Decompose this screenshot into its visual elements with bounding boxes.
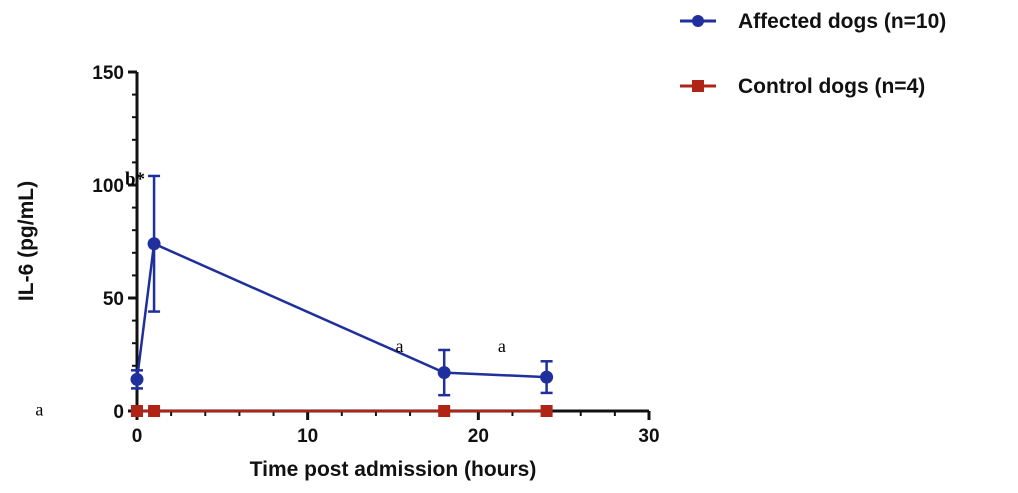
legend-item-control: Control dogs (n=4) bbox=[680, 75, 925, 98]
data-point-square bbox=[148, 405, 161, 417]
significance-annotation: a bbox=[35, 400, 43, 420]
plot-area: 0 50 100 150 0 10 20 30 b* a a a bbox=[35, 63, 659, 447]
x-axis-ticks: 0 10 20 30 bbox=[132, 411, 660, 447]
y-tick-label: 150 bbox=[92, 63, 124, 84]
legend-label-affected: Affected dogs (n=10) bbox=[738, 10, 946, 33]
annotation-layer: b* a a a bbox=[35, 169, 506, 420]
data-point-square bbox=[131, 405, 143, 417]
y-tick-label: 50 bbox=[103, 289, 124, 310]
data-point-square bbox=[540, 405, 553, 417]
legend: Affected dogs (n=10) Control dogs (n=4) bbox=[680, 10, 946, 98]
series-affected bbox=[130, 174, 554, 397]
y-axis-title: IL-6 (pg/mL) bbox=[15, 181, 38, 301]
y-axis-ticks: 0 50 100 150 bbox=[92, 63, 137, 423]
series-layer bbox=[130, 174, 554, 417]
data-point-square bbox=[438, 405, 451, 417]
x-tick-label: 10 bbox=[297, 426, 318, 447]
series-control bbox=[131, 405, 553, 417]
significance-annotation: a bbox=[396, 336, 404, 356]
x-tick-label: 20 bbox=[468, 426, 489, 447]
series-line-affected bbox=[135, 241, 547, 380]
legend-item-affected: Affected dogs (n=10) bbox=[680, 10, 946, 33]
y-tick-label: 0 bbox=[113, 402, 124, 423]
legend-label-control: Control dogs (n=4) bbox=[738, 75, 925, 98]
data-point-circle bbox=[130, 372, 144, 386]
legend-circle-marker-icon bbox=[692, 15, 704, 27]
x-tick-label: 0 bbox=[132, 426, 143, 447]
x-tick-label: 30 bbox=[638, 426, 659, 447]
y-tick-label: 100 bbox=[92, 176, 124, 197]
significance-annotation: a bbox=[498, 336, 506, 356]
data-point-circle bbox=[540, 370, 554, 384]
legend-square-marker-icon bbox=[692, 80, 704, 92]
data-point-circle bbox=[437, 366, 451, 380]
x-axis-title: Time post admission (hours) bbox=[250, 458, 537, 481]
significance-annotation: b* bbox=[125, 169, 145, 190]
data-point-circle bbox=[147, 237, 161, 251]
